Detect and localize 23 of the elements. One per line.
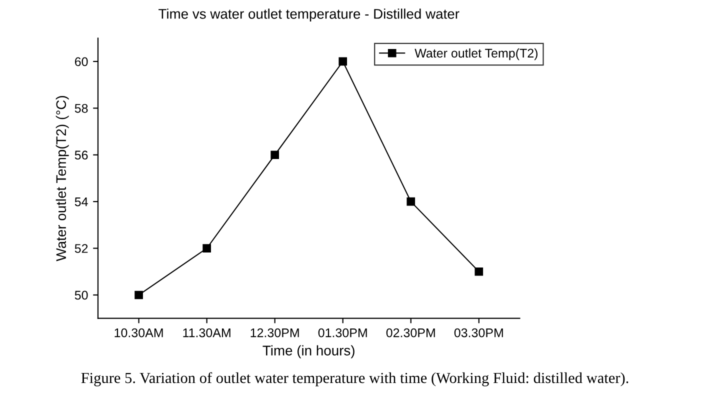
x-tick-label: 12.30PM	[250, 328, 299, 338]
x-tick-label: 01.30PM	[318, 328, 367, 338]
point	[202, 244, 211, 252]
x-tick-label: 02.30PM	[386, 328, 435, 338]
y-tick-label: 52	[74, 244, 88, 253]
chart-title: Time vs water outlet temperature - Distilled water	[158, 8, 460, 22]
point	[474, 267, 484, 276]
x-tick-label: 10.30AM	[114, 328, 163, 338]
y-tick-label: 56	[74, 150, 88, 160]
point	[270, 150, 280, 160]
y-tick-label: 50	[74, 290, 88, 300]
y-tick-label: 54	[74, 198, 88, 206]
y-axis-title: Water outlet Temp(T2) (°C)	[56, 96, 69, 262]
x-tick-label: 03.30PM	[454, 328, 503, 338]
caption: Figure 5. Variation of outlet water temperature with time (Working Fluid: distilled water).	[81, 372, 628, 386]
x-tick-label: 11.30AM	[183, 328, 230, 338]
legend-label: Water outlet Temp(T2)	[414, 48, 538, 60]
point	[406, 197, 416, 206]
x-axis-title: Time (in hours)	[262, 345, 354, 358]
y-tick-label: 60	[74, 57, 88, 66]
point	[134, 290, 143, 300]
y-tick-label: 58	[74, 104, 88, 113]
point	[338, 57, 348, 66]
